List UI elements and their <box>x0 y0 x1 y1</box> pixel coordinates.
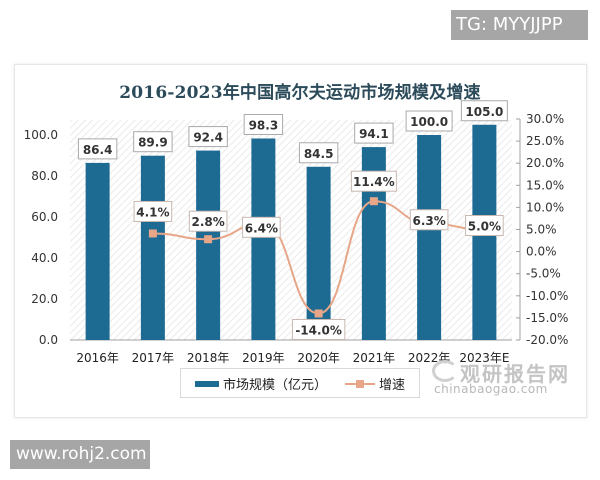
svg-text:0.0: 0.0 <box>39 333 58 347</box>
x-tick-label: 2020年 <box>297 351 340 365</box>
svg-text:40.0: 40.0 <box>31 251 58 265</box>
x-tick-label: 2017年 <box>132 351 175 365</box>
svg-text:5.0%: 5.0% <box>526 223 557 237</box>
legend-label-growth: 增速 <box>379 378 406 393</box>
svg-text:6.3%: 6.3% <box>412 214 445 228</box>
x-tick-label: 2019年 <box>242 351 285 365</box>
svg-text:80.0: 80.0 <box>31 169 58 183</box>
svg-text:100.0: 100.0 <box>410 115 448 129</box>
svg-text:92.4: 92.4 <box>193 131 223 145</box>
svg-text:30.0%: 30.0% <box>526 112 564 126</box>
svg-text:10.0%: 10.0% <box>526 200 564 214</box>
bar-swatch-icon <box>195 380 219 387</box>
right-axis: 30.0% 25.0% 20.0% 15.0% 10.0% 5.0% 0.0% -5.0% -1… <box>516 112 568 347</box>
logo-swirl-icon <box>432 360 458 382</box>
svg-text:89.9: 89.9 <box>138 136 168 150</box>
svg-text:-14.0%: -14.0% <box>295 323 342 337</box>
bar: 98.3 <box>243 113 284 340</box>
legend: 市场规模（亿元） 增速 <box>180 368 420 398</box>
svg-text:98.3: 98.3 <box>249 118 279 132</box>
svg-text:6.4%: 6.4% <box>245 221 278 235</box>
chart-title: 2016-2023年中国高尔夫运动市场规模及增速 <box>119 83 481 103</box>
line-series: 4.1% 2.8% 6.4% -14.0% 11.4% 6.3% 5.0% <box>133 170 504 340</box>
legend-label-market-size: 市场规模（亿元） <box>223 378 328 393</box>
svg-text:105.0: 105.0 <box>465 105 503 119</box>
left-axis: 100.0 80.0 60.0 40.0 20.0 0.0 <box>24 128 58 347</box>
chinabaogao-logo: 观研报告网 chinabaogao.com <box>432 358 572 398</box>
svg-text:11.4%: 11.4% <box>353 175 395 189</box>
x-tick-label: 2023年E <box>459 351 509 365</box>
svg-text:86.4: 86.4 <box>83 143 113 157</box>
logo-text-en: chinabaogao.com <box>434 382 548 396</box>
watermark-top-right: TG: MYYJJPP <box>451 10 588 40</box>
svg-text:-20.0%: -20.0% <box>526 333 568 347</box>
logo-text-cn: 观研报告网 <box>460 362 570 386</box>
legend-item-growth: 增速 <box>345 374 405 393</box>
svg-text:100.0: 100.0 <box>24 128 58 142</box>
svg-text:15.0%: 15.0% <box>526 178 564 192</box>
svg-text:-10.0%: -10.0% <box>526 289 568 303</box>
svg-text:5.0%: 5.0% <box>468 220 501 234</box>
bar: 92.4 <box>188 126 228 340</box>
bar: 100.0 <box>405 110 453 340</box>
svg-text:94.1: 94.1 <box>359 127 389 141</box>
svg-text:60.0: 60.0 <box>31 210 58 224</box>
watermark-bottom-left: www.rohj2.com <box>10 440 150 469</box>
svg-text:-5.0%: -5.0% <box>526 267 561 281</box>
svg-text:2.8%: 2.8% <box>191 215 224 229</box>
svg-text:20.0: 20.0 <box>31 292 58 306</box>
legend-item-market-size: 市场规模（亿元） <box>195 374 327 393</box>
x-axis-labels: 2016年 2017年 2018年 2019年 2020年 2021年 2022年 2023年… <box>76 351 509 365</box>
x-tick-label: 2018年 <box>187 351 230 365</box>
svg-text:20.0%: 20.0% <box>526 156 564 170</box>
x-tick-label: 2016年 <box>76 351 119 365</box>
line-marker-swatch-icon <box>345 379 375 388</box>
bar: 89.9 <box>133 131 173 340</box>
svg-text:-15.0%: -15.0% <box>526 311 568 325</box>
svg-text:84.5: 84.5 <box>304 147 334 161</box>
svg-text:0.0%: 0.0% <box>526 245 557 259</box>
x-tick-label: 2021年 <box>353 351 396 365</box>
svg-text:4.1%: 4.1% <box>136 205 169 219</box>
bar: 86.4 <box>77 138 118 340</box>
svg-text:25.0%: 25.0% <box>526 134 564 148</box>
